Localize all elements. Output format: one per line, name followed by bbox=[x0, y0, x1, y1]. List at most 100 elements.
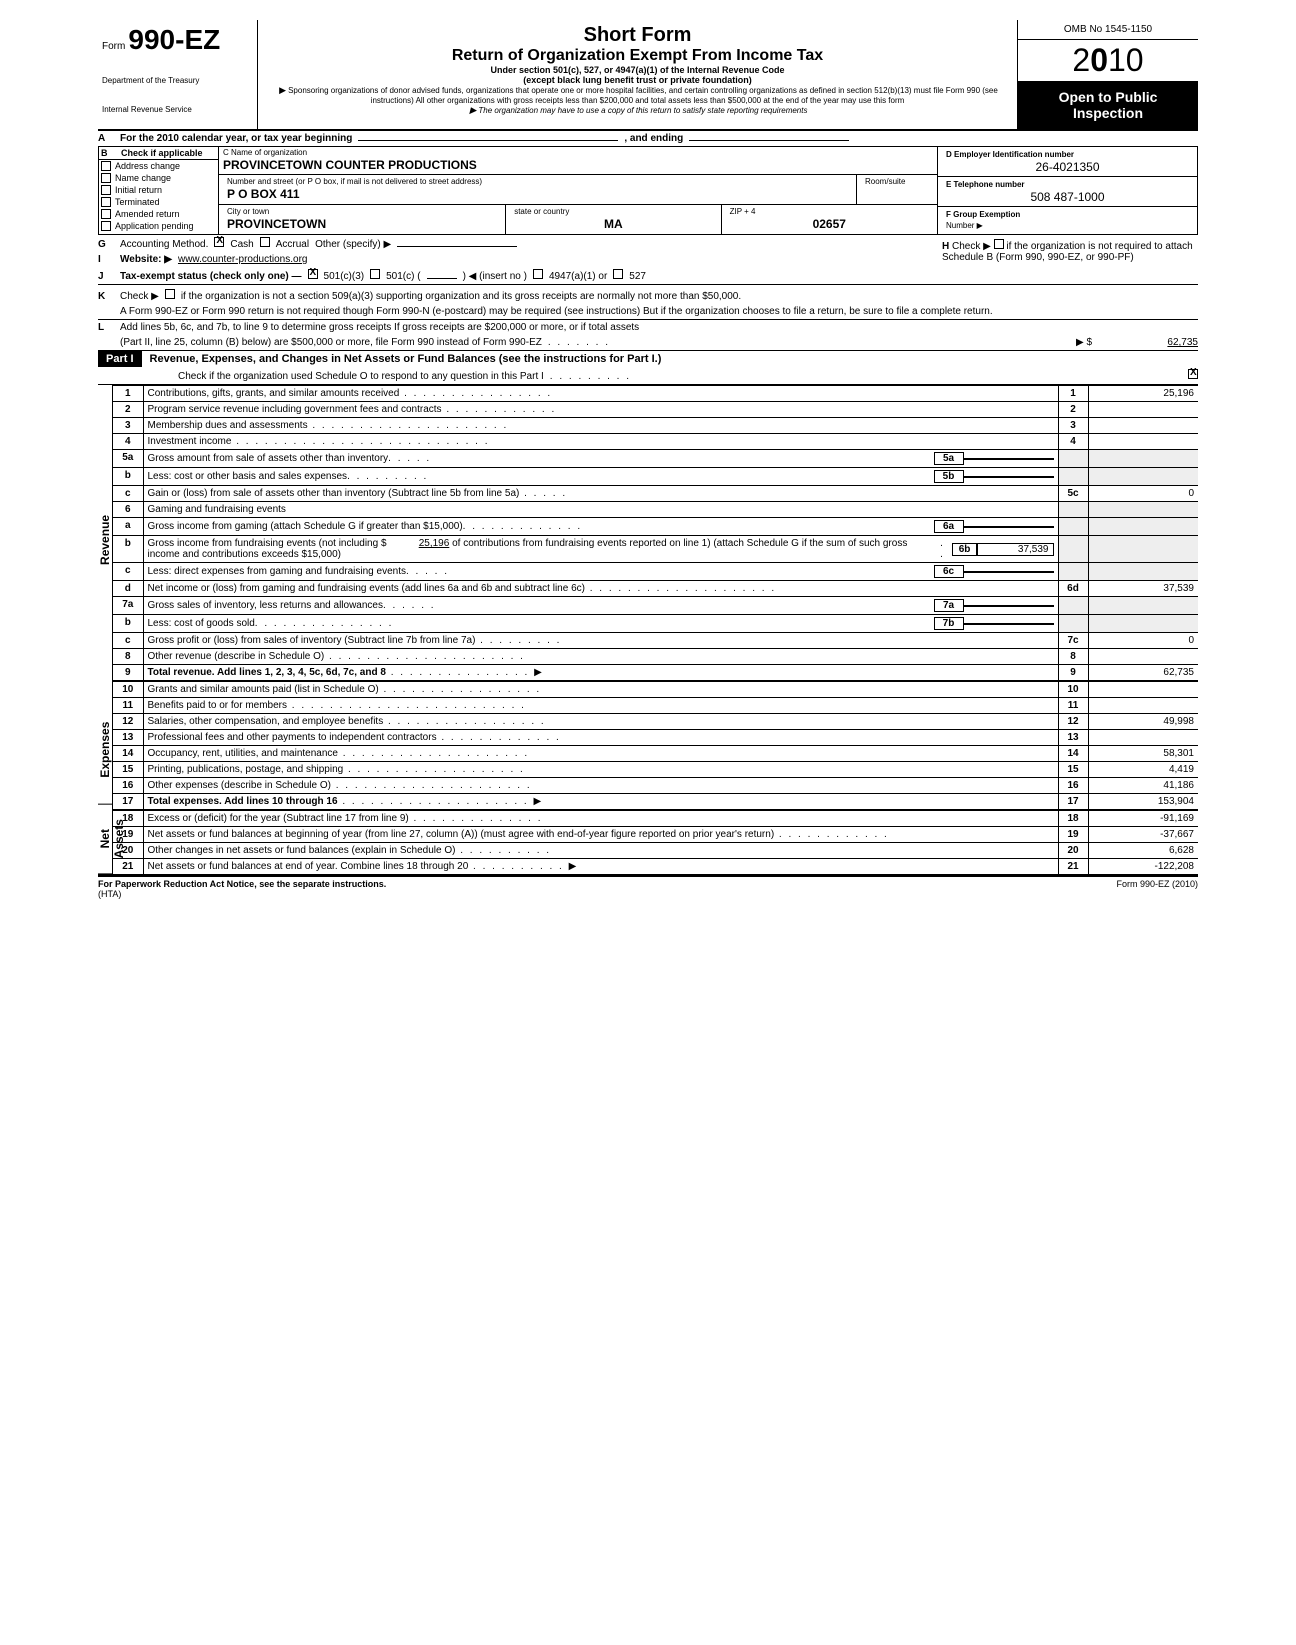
tax-year: 2010 bbox=[1018, 40, 1198, 81]
lbl-accrual: Accrual bbox=[276, 239, 309, 250]
r7b-shade2 bbox=[1088, 615, 1198, 633]
copy-note: The organization may have to use a copy … bbox=[266, 105, 1009, 116]
r6a-t: Gross income from gaming (attach Schedul… bbox=[143, 518, 1058, 536]
r10-t: Grants and similar amounts paid (list in… bbox=[143, 681, 1058, 698]
r2-t: Program service revenue including govern… bbox=[143, 402, 1058, 418]
r6d-rn: 6d bbox=[1058, 581, 1088, 597]
line-g: G Accounting Method. X Cash Accrual Othe… bbox=[98, 235, 938, 252]
r20-v: 6,628 bbox=[1088, 843, 1198, 859]
cb-cash[interactable]: X bbox=[214, 237, 224, 247]
r21-v: -122,208 bbox=[1088, 859, 1198, 875]
r5c-rn: 5c bbox=[1058, 486, 1088, 502]
form-number-box: Form 990-EZ Department of the Treasury I… bbox=[98, 20, 258, 129]
street-value: P O BOX 411 bbox=[223, 187, 852, 203]
r7a-sn: 7a bbox=[934, 599, 964, 612]
hta-label: (HTA) bbox=[98, 889, 121, 899]
r7a-shade bbox=[1058, 597, 1088, 615]
omb-number: OMB No 1545-1150 bbox=[1018, 20, 1198, 40]
part-i-header: Part I Revenue, Expenses, and Changes in… bbox=[98, 350, 1198, 367]
cb-sched-o[interactable]: X bbox=[1188, 369, 1198, 379]
r5a-sv bbox=[964, 458, 1054, 460]
cb-509a3[interactable] bbox=[165, 289, 175, 299]
r13-n: 13 bbox=[113, 730, 143, 746]
r17-rn: 17 bbox=[1058, 794, 1088, 811]
cb-initial-return[interactable] bbox=[101, 185, 111, 195]
check-if-applicable: Check if applicable bbox=[121, 148, 203, 158]
r10-rn: 10 bbox=[1058, 681, 1088, 698]
r8-v bbox=[1088, 649, 1198, 665]
r3-v bbox=[1088, 418, 1198, 434]
r5b-t: Less: cost or other basis and sales expe… bbox=[143, 468, 1058, 486]
form-header: Form 990-EZ Department of the Treasury I… bbox=[98, 20, 1198, 131]
r14-n: 14 bbox=[113, 746, 143, 762]
financial-table: 1 Contributions, gifts, grants, and simi… bbox=[113, 385, 1198, 874]
sched-o-check-row: Check if the organization used Schedule … bbox=[98, 367, 1198, 385]
r5a-shade2 bbox=[1088, 450, 1198, 468]
cb-sched-b[interactable] bbox=[994, 239, 1004, 249]
cb-527[interactable] bbox=[613, 269, 623, 279]
r5b-shade2 bbox=[1088, 468, 1198, 486]
r14-t: Occupancy, rent, utilities, and maintena… bbox=[143, 746, 1058, 762]
cb-amended[interactable] bbox=[101, 209, 111, 219]
accounting-method-label: Accounting Method. bbox=[120, 239, 208, 250]
r12-t: Salaries, other compensation, and employ… bbox=[143, 714, 1058, 730]
org-name: PROVINCETOWN COUNTER PRODUCTIONS bbox=[219, 158, 937, 174]
r6d-n: d bbox=[113, 581, 143, 597]
lbl-insert-no: ) ◀ (insert no ) bbox=[463, 271, 527, 282]
r7b-sn: 7b bbox=[934, 617, 964, 630]
r1-n: 1 bbox=[113, 386, 143, 402]
r2-v bbox=[1088, 402, 1198, 418]
r21-t: Net assets or fund balances at end of ye… bbox=[143, 859, 1058, 875]
r11-t: Benefits paid to or for members . . . . … bbox=[143, 698, 1058, 714]
r19-t: Net assets or fund balances at beginning… bbox=[143, 827, 1058, 843]
group-exempt-num: Number ▶ bbox=[942, 220, 1193, 231]
city-label: City or town bbox=[223, 206, 501, 217]
r7a-sv bbox=[964, 605, 1054, 607]
r5c-t: Gain or (loss) from sale of assets other… bbox=[143, 486, 1058, 502]
cb-address-change[interactable] bbox=[101, 161, 111, 171]
line-a: A For the 2010 calendar year, or tax yea… bbox=[98, 131, 1198, 146]
r8-rn: 8 bbox=[1058, 649, 1088, 665]
r7c-t: Gross profit or (loss) from sales of inv… bbox=[143, 633, 1058, 649]
street-label: Number and street (or P O box, if mail i… bbox=[223, 176, 852, 187]
r6b-shade2 bbox=[1088, 536, 1198, 563]
r6d-t: Net income or (loss) from gaming and fun… bbox=[143, 581, 1058, 597]
cb-accrual[interactable] bbox=[260, 237, 270, 247]
return-title: Return of Organization Exempt From Incom… bbox=[266, 47, 1009, 65]
lbl-other: Other (specify) ▶ bbox=[315, 239, 391, 250]
r7a-t: Gross sales of inventory, less returns a… bbox=[143, 597, 1058, 615]
r5b-n: b bbox=[113, 468, 143, 486]
paperwork-notice: For Paperwork Reduction Act Notice, see … bbox=[98, 879, 386, 889]
r6b-sn: 6b bbox=[952, 543, 977, 556]
state-label: state or country bbox=[510, 206, 716, 217]
phone-value: 508 487-1000 bbox=[942, 190, 1193, 204]
cb-name-change[interactable] bbox=[101, 173, 111, 183]
part-i-label: Part I bbox=[98, 351, 142, 367]
r10-v bbox=[1088, 681, 1198, 698]
r6-t: Gaming and fundraising events bbox=[143, 502, 1058, 518]
lbl-527: 527 bbox=[629, 271, 646, 282]
r15-t: Printing, publications, postage, and shi… bbox=[143, 762, 1058, 778]
lbl-initial-return: Initial return bbox=[115, 185, 162, 195]
state-value: MA bbox=[510, 217, 716, 233]
cb-4947[interactable] bbox=[533, 269, 543, 279]
page-footer: For Paperwork Reduction Act Notice, see … bbox=[98, 876, 1198, 899]
r17-t: Total expenses. Add lines 10 through 16 … bbox=[143, 794, 1058, 811]
r14-rn: 14 bbox=[1058, 746, 1088, 762]
lbl-4947: 4947(a)(1) or bbox=[549, 271, 607, 282]
lbl-cash: Cash bbox=[230, 239, 253, 250]
r6b-n: b bbox=[113, 536, 143, 563]
cb-501c[interactable] bbox=[370, 269, 380, 279]
cb-app-pending[interactable] bbox=[101, 221, 111, 231]
room-label: Room/suite bbox=[861, 176, 933, 187]
r5a-shade bbox=[1058, 450, 1088, 468]
r4-v bbox=[1088, 434, 1198, 450]
cb-terminated[interactable] bbox=[101, 197, 111, 207]
under-section: Under section 501(c), 527, or 4947(a)(1)… bbox=[266, 65, 1009, 75]
r16-v: 41,186 bbox=[1088, 778, 1198, 794]
r20-t: Other changes in net assets or fund bala… bbox=[143, 843, 1058, 859]
form-990ez: Form 990-EZ Department of the Treasury I… bbox=[98, 20, 1198, 899]
r20-rn: 20 bbox=[1058, 843, 1088, 859]
r11-v bbox=[1088, 698, 1198, 714]
cb-501c3[interactable]: X bbox=[308, 269, 318, 279]
